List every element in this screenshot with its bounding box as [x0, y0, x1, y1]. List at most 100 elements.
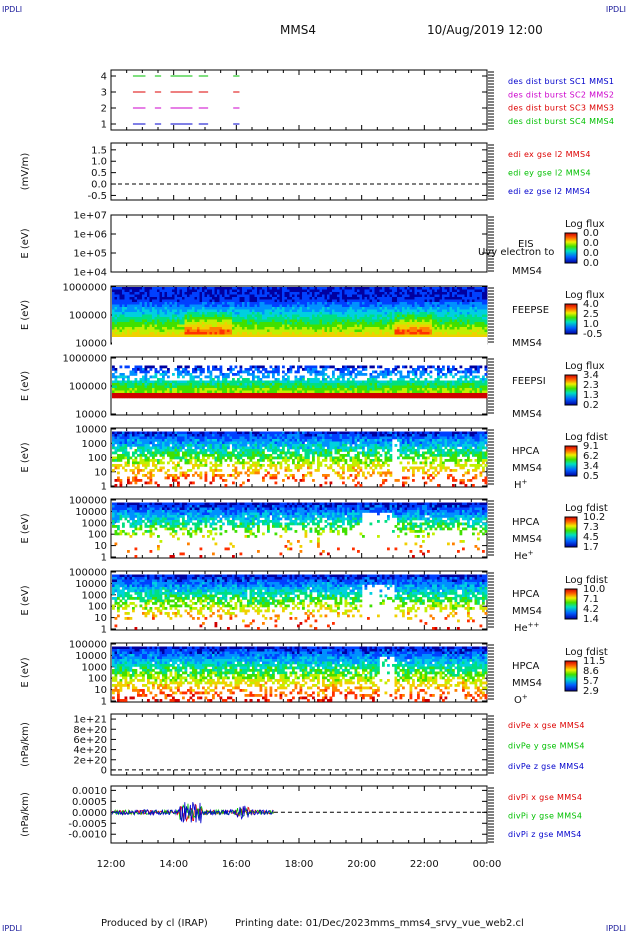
feepse-panel-cell	[247, 332, 250, 335]
feepsi-panel-cell	[269, 383, 273, 386]
feepse-panel-cell	[272, 337, 275, 340]
feepse-panel-cell	[314, 322, 318, 325]
feepse-panel-cell	[279, 342, 283, 345]
feepse-panel-cell	[184, 297, 188, 300]
feepse-panel-cell	[119, 319, 123, 323]
feepsi-panel-cell	[252, 373, 255, 376]
feepsi-panel-cell	[114, 393, 118, 396]
feepse-panel-cell	[407, 319, 410, 323]
feepsi-panel-cell	[327, 365, 330, 369]
feepsi-panel-cell	[322, 373, 325, 376]
feepse-panel-cell	[414, 292, 418, 295]
feepsi-panel-cell	[352, 380, 355, 384]
feepse-panel-cell	[132, 329, 135, 333]
feepse-panel-cell	[162, 297, 165, 300]
feepse-panel-cell	[139, 329, 143, 333]
feepsi-panel-cell	[259, 370, 263, 374]
feepse-panel-cell	[252, 292, 255, 295]
feepse-panel-cell	[359, 309, 363, 313]
feepsi-panel-cell	[197, 383, 200, 386]
edi-panel-ytick-label: -0.5	[87, 191, 107, 202]
feepse-panel-cell	[267, 334, 270, 338]
feepse-panel-cell	[319, 342, 323, 345]
feepsi-panel-cell	[242, 370, 245, 374]
feepsi-panel-cell	[182, 393, 185, 396]
feepse-panel-cell	[117, 339, 120, 343]
feepse-panel-cell	[452, 297, 455, 300]
feepse-panel-cell	[214, 317, 218, 320]
feepsi-panel-cell	[149, 365, 153, 369]
feepsi-panel-cell	[259, 390, 263, 394]
feepse-panel-cell	[144, 309, 148, 313]
feepsi-panel-cell	[184, 365, 188, 369]
feepse-panel-cell	[249, 297, 253, 300]
feepsi-panel-cell	[137, 385, 140, 389]
feepse-panel-cell	[299, 322, 303, 325]
feepsi-panel-cell	[142, 375, 145, 379]
feepse-panel-cell	[167, 319, 170, 323]
feepsi-panel-cell	[127, 383, 130, 386]
feepse-panel-cell	[432, 312, 435, 315]
feepse-panel-cell	[432, 317, 435, 320]
feepsi-panel-cell	[157, 395, 160, 399]
feepsi-panel-cell	[257, 370, 260, 374]
feepse-panel-cell	[377, 324, 380, 328]
feepse-panel-cell	[314, 327, 318, 330]
feepse-panel-cell	[442, 317, 445, 320]
feepse-panel-cell	[112, 297, 115, 300]
feepse-panel-cell	[382, 332, 385, 335]
feepse-panel-cell	[439, 314, 443, 318]
feepsi-panel-cell	[319, 380, 323, 384]
feepsi-panel-cell	[282, 390, 285, 394]
feepse-panel-cell	[339, 314, 343, 318]
feepsi-panel-cell	[182, 385, 185, 389]
feepse-panel-cell	[354, 309, 358, 313]
feepsi-panel-cell	[372, 390, 375, 394]
feepse-panel-cell	[172, 312, 175, 315]
feepse-panel-cell	[342, 312, 345, 315]
feepse-panel-cell	[114, 334, 118, 338]
feepse-panel-cell	[342, 327, 345, 330]
feepse-panel-cell	[202, 292, 205, 295]
feepsi-panel-cell	[119, 383, 123, 386]
feepse-panel-cell	[242, 319, 245, 323]
feepsi-panel-cell	[117, 383, 120, 386]
feepsi-panel-cell	[119, 375, 123, 379]
feepsi-panel-cell	[257, 393, 260, 396]
feepse-panel-cell	[139, 342, 143, 345]
feepsi-panel-cell	[362, 393, 365, 396]
feepse-panel-cell	[117, 294, 120, 298]
feepse-panel-cell	[179, 329, 183, 333]
feepse-panel-cell	[274, 297, 278, 300]
feepse-panel-cell	[167, 317, 170, 320]
feepse-panel-cell	[477, 322, 480, 325]
feepse-panel-cell	[284, 299, 288, 303]
feepse-panel-cell	[389, 317, 393, 320]
feepse-panel-cell	[139, 332, 143, 335]
feepse-panel-cell	[157, 297, 160, 300]
feepse-panel-cell	[324, 304, 328, 308]
feepse-panel-cell	[137, 299, 140, 303]
feepse-panel-cell	[329, 319, 333, 323]
feepse-panel-cell	[397, 317, 400, 320]
feepse-panel-cell	[249, 294, 253, 298]
feepse-panel-cell	[237, 289, 240, 293]
feepsi-panel-cell	[219, 380, 223, 384]
feepse-panel-cell	[384, 294, 388, 298]
feepsi-panel-cell	[277, 390, 280, 394]
feepsi-panel-cell	[244, 393, 248, 396]
feepsi-panel-cell	[209, 375, 213, 379]
feepse-panel-cell	[384, 319, 388, 323]
feepse-panel-cell	[429, 334, 433, 338]
feepsi-panel-cell	[314, 365, 318, 369]
feepse-panel-cell	[462, 317, 465, 320]
feepse-panel-cell	[149, 319, 153, 323]
feepse-panel-cell	[399, 312, 403, 315]
feepse-panel-cell	[182, 289, 185, 293]
feepse-panel-cell	[112, 337, 115, 340]
feepsi-panel-cell	[222, 380, 225, 384]
feepse-panel-cell	[337, 319, 340, 323]
feepsi-panel-cell	[262, 380, 265, 384]
feepse-panel-cell	[402, 287, 405, 290]
feepse-panel-cell	[179, 327, 183, 330]
